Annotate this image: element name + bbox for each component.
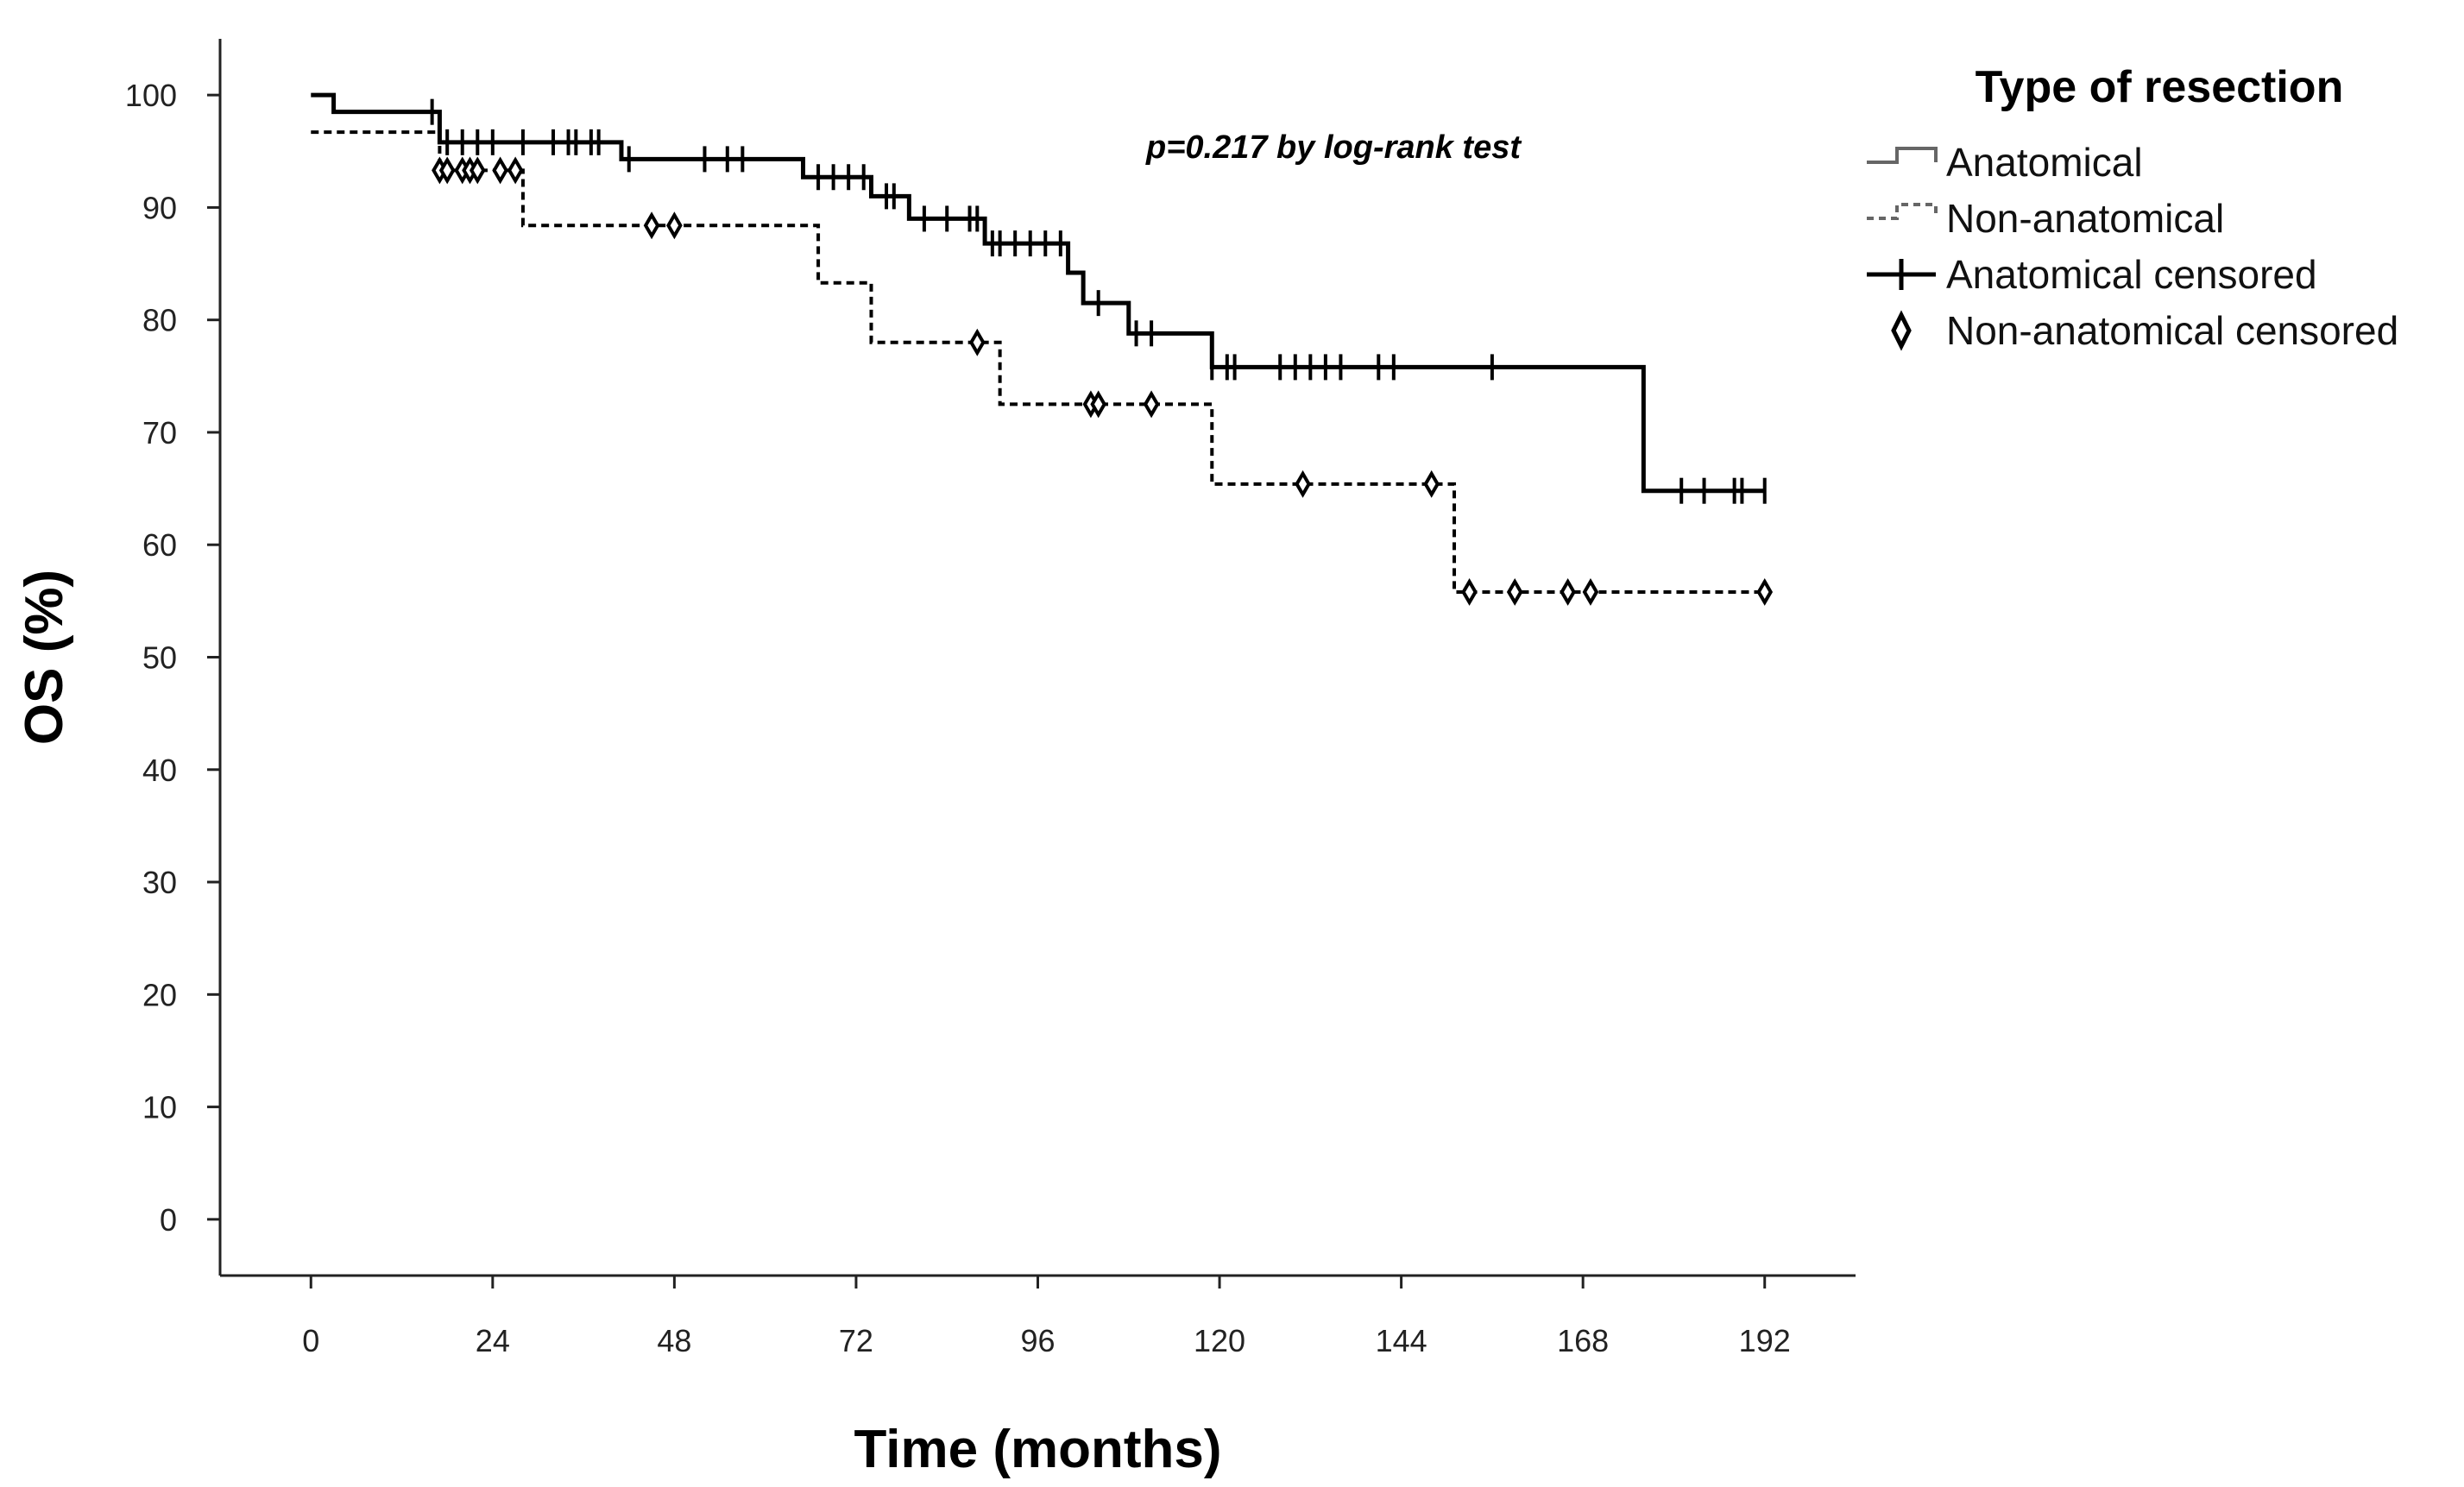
- censor-mark-non-anatomical: [968, 328, 986, 356]
- y-tick-label: 50: [142, 640, 177, 676]
- legend-item-non-anatomical-censored: Non-anatomical censored: [1891, 308, 2398, 353]
- x-tick-label: 192: [1739, 1323, 1791, 1358]
- y-axis-title: OS (%): [15, 570, 74, 745]
- censor-mark-non-anatomical: [1506, 577, 1523, 606]
- legend-symbol-anatomical: [1867, 147, 1938, 164]
- legend-title: Type of resection: [1976, 62, 2344, 112]
- series-non-anatomical: [311, 130, 1774, 606]
- x-tick-label: 120: [1194, 1323, 1245, 1358]
- y-tick-label: 90: [142, 190, 177, 225]
- censor-mark-non-anatomical: [507, 156, 524, 185]
- censor-mark-non-anatomical: [492, 156, 508, 185]
- legend-symbol-non-anatomical: [1867, 203, 1938, 220]
- censor-mark-non-anatomical: [469, 156, 486, 185]
- censor-mark-non-anatomical: [1143, 390, 1160, 419]
- series-line-non-anatomical: [311, 130, 1765, 594]
- x-tick-label: 144: [1376, 1323, 1427, 1358]
- y-axis-ticks: 0 10 20 30 40 50 60 70 80 90 100: [125, 78, 220, 1238]
- legend-item-non-anatomical: Non-anatomical: [1867, 196, 2224, 241]
- censor-mark-non-anatomical: [643, 211, 660, 240]
- y-tick-label: 100: [125, 78, 177, 113]
- censor-mark-non-anatomical: [1423, 469, 1440, 498]
- y-tick-label: 60: [142, 527, 177, 563]
- y-tick-label: 80: [142, 303, 177, 338]
- series-layer: [311, 92, 1774, 606]
- censor-mark-non-anatomical: [1582, 577, 1599, 606]
- legend-label-anatomical: Anatomical: [1946, 140, 2143, 185]
- log-rank-annotation: p=0.217 by log-rank test: [1145, 129, 1522, 166]
- legend-item-anatomical-censored: Anatomical censored: [1867, 252, 2317, 297]
- censor-mark-non-anatomical: [1295, 469, 1311, 498]
- x-axis-title: Time (months): [854, 1420, 1222, 1479]
- x-tick-label: 24: [476, 1323, 510, 1358]
- y-tick-label: 30: [142, 865, 177, 900]
- censor-mark-non-anatomical: [666, 211, 683, 240]
- censor-mark-non-anatomical: [1461, 577, 1478, 606]
- censor-mark-non-anatomical: [1756, 577, 1774, 606]
- legend-symbol-non-anatomical-censored: [1891, 310, 1912, 351]
- x-axis-ticks: 0 24 48 72 96 120 144 168 192: [302, 1276, 1791, 1358]
- x-tick-label: 168: [1557, 1323, 1609, 1358]
- series-line-anatomical: [311, 92, 1765, 494]
- censor-mark-non-anatomical: [1560, 577, 1576, 606]
- legend-symbol-anatomical-censored: [1867, 259, 1936, 290]
- x-tick-label: 48: [657, 1323, 691, 1358]
- censor-mark-non-anatomical: [438, 156, 456, 185]
- y-tick-label: 70: [142, 415, 177, 451]
- y-tick-label: 10: [142, 1090, 177, 1125]
- y-tick-label: 0: [160, 1202, 177, 1238]
- legend-label-anatomical-censored: Anatomical censored: [1946, 252, 2317, 297]
- x-tick-label: 96: [1020, 1323, 1055, 1358]
- x-tick-label: 0: [302, 1323, 319, 1358]
- legend: Type of resection Anatomical Non-anatomi…: [1867, 62, 2398, 353]
- censor-mark-non-anatomical: [1090, 390, 1107, 419]
- x-tick-label: 72: [839, 1323, 873, 1358]
- legend-label-non-anatomical: Non-anatomical: [1946, 196, 2224, 241]
- legend-label-non-anatomical-censored: Non-anatomical censored: [1946, 308, 2398, 353]
- series-anatomical: [311, 92, 1767, 504]
- legend-item-anatomical: Anatomical: [1867, 140, 2143, 185]
- y-tick-label: 20: [142, 977, 177, 1012]
- y-tick-label: 40: [142, 753, 177, 788]
